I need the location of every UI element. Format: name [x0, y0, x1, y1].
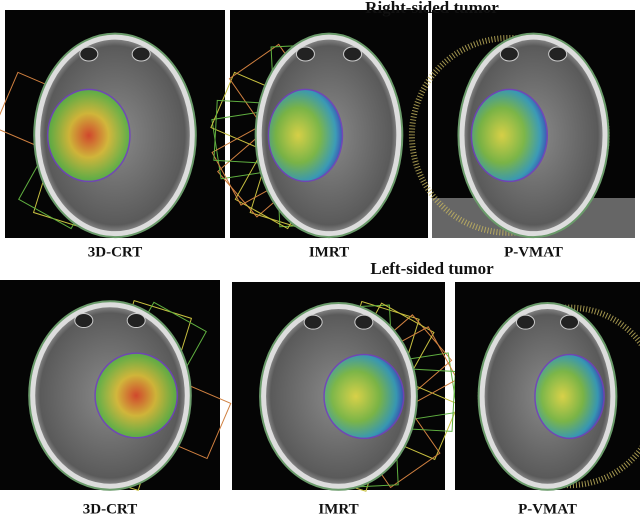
section-title: Left-sided tumor [370, 259, 494, 278]
ct-panel [0, 280, 232, 491]
eye [126, 313, 146, 329]
eye [343, 46, 363, 62]
dose-region [94, 352, 179, 439]
technique-label: 3D-CRT [88, 244, 142, 260]
dose-region [323, 353, 405, 440]
ct-panel [210, 10, 428, 239]
technique-label: IMRT [309, 244, 349, 260]
dose-region [534, 353, 605, 440]
eye [499, 46, 519, 62]
technique-label: P-VMAT [504, 244, 563, 260]
eye [354, 314, 374, 330]
ct-panel [408, 10, 635, 239]
dose-region [267, 88, 344, 183]
technique-label: P-VMAT [518, 501, 577, 517]
dose-region [46, 88, 131, 183]
eye [79, 46, 99, 62]
technique-label: 3D-CRT [83, 501, 137, 517]
eye [548, 46, 568, 62]
eye [515, 314, 535, 330]
eye [295, 46, 315, 62]
section-title: Right-sided tumor [365, 0, 499, 17]
technique-label: IMRT [318, 501, 358, 517]
ct-panel [232, 282, 460, 492]
dose-region [470, 88, 549, 183]
eye [560, 314, 580, 330]
eye [303, 314, 323, 330]
eye [74, 313, 94, 329]
eye [131, 46, 151, 62]
ct-panel [455, 282, 640, 491]
ct-panel [0, 10, 225, 239]
